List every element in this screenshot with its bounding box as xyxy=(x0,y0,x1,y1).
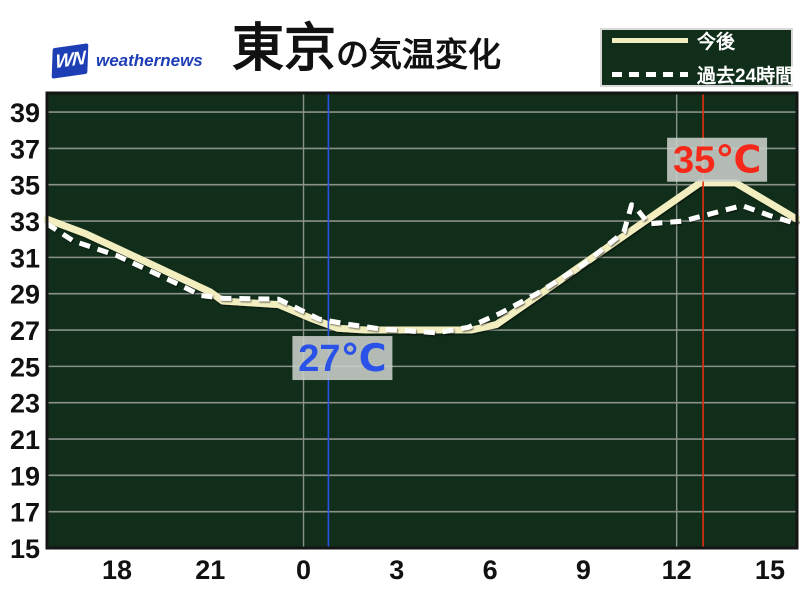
marker-label-min: 27℃ xyxy=(298,338,386,380)
y-tick-label-15: 15 xyxy=(10,534,40,564)
legend-label-past24h: 過去24時間 xyxy=(697,66,795,87)
x-tick-label-3: 3 xyxy=(389,555,404,585)
title-city: 東京 xyxy=(232,20,337,78)
marker-box-min xyxy=(292,336,393,381)
legend-item-past24h: 過去24時間 xyxy=(612,61,795,88)
logo-initials: WN xyxy=(54,47,86,74)
logo-brand-text: weathernews xyxy=(96,51,203,70)
title-suffix: の気温変化 xyxy=(336,36,502,73)
weathernews-logo: WN weathernews xyxy=(51,43,203,79)
past-24h-line xyxy=(45,202,798,336)
y-tick-label-33: 33 xyxy=(10,207,40,237)
dashed-line-sample xyxy=(612,72,688,77)
y-tick-label-17: 17 xyxy=(10,498,40,528)
solid-line-sample xyxy=(612,38,688,43)
legend-item-forecast: 今後 xyxy=(612,27,791,54)
page-title: 東京 の気温変化 xyxy=(232,20,501,80)
y-tick-label-29: 29 xyxy=(10,280,40,310)
x-tick-label-15: 15 xyxy=(755,555,785,585)
x-tick-label-12: 12 xyxy=(662,555,692,585)
x-tick-label-18: 18 xyxy=(102,555,132,585)
y-tick-label-37: 37 xyxy=(10,134,40,164)
wn-logo-icon: WN xyxy=(51,43,89,79)
legend-label-forecast: 今後 xyxy=(697,32,736,53)
plot-border xyxy=(45,91,799,550)
y-tick-label-21: 21 xyxy=(10,425,40,455)
y-tick-label-27: 27 xyxy=(10,316,40,346)
y-tick-label-19: 19 xyxy=(10,461,40,491)
x-tick-label-21: 21 xyxy=(195,555,225,585)
x-tick-label-0: 0 xyxy=(296,555,311,585)
x-tick-label-9: 9 xyxy=(576,555,591,585)
x-tick-label-6: 6 xyxy=(483,555,498,585)
y-tick-label-39: 39 xyxy=(10,98,40,128)
chart-legend: 今後 過去24時間 xyxy=(600,27,795,88)
y-tick-label-35: 35 xyxy=(10,171,40,201)
marker-box-max xyxy=(667,137,768,182)
marker-label-max: 35℃ xyxy=(673,140,761,182)
y-tick-label-23: 23 xyxy=(10,389,40,419)
y-tick-label-25: 25 xyxy=(10,352,40,382)
y-tick-label-31: 31 xyxy=(10,243,40,273)
